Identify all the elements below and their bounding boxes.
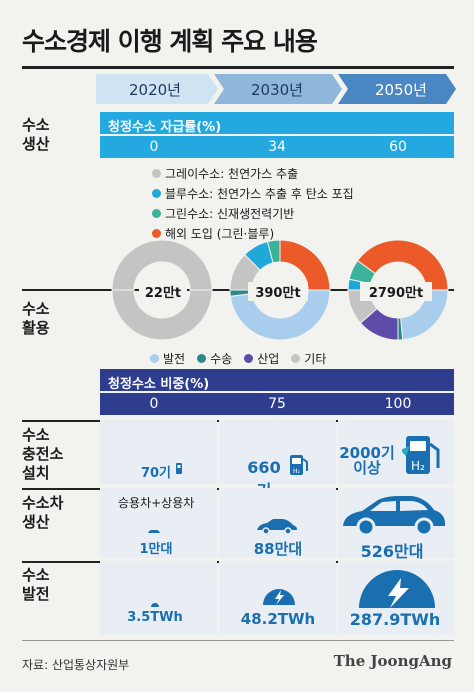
row-label-power: 수소 발전 <box>22 566 50 603</box>
clean-share-2050: 100 <box>384 396 412 412</box>
usage-slice <box>229 289 331 341</box>
year-arrow-2050 <box>338 74 456 104</box>
footer-divider <box>22 640 454 641</box>
power-icon <box>263 589 295 605</box>
car-icon <box>343 496 445 537</box>
donut-charts <box>111 239 449 341</box>
total-2030: 390만t <box>248 282 308 301</box>
brand-logo: The JoongAng <box>333 652 452 670</box>
charger-icon: H₂ <box>290 455 308 475</box>
charger-icon: H₂ <box>402 436 440 474</box>
power-icon <box>151 603 159 607</box>
vehicle-cell-2020 <box>100 488 217 558</box>
supply-slice <box>111 239 213 291</box>
charging-cell-2050 <box>338 420 454 484</box>
car-icon <box>257 519 297 535</box>
svg-text:H₂: H₂ <box>293 468 301 475</box>
vehicles-2020: 1만대 <box>139 542 173 557</box>
self-sufficiency-header: 청정수소 자급률(%) <box>100 112 454 135</box>
clean-share-2030: 75 <box>268 396 286 412</box>
supply-legend: 그레이수소: 천연가스 추출 블루수소: 천연가스 추출 후 탄소 포집 그린수… <box>152 165 354 242</box>
year-header <box>96 74 456 104</box>
power-2050: 287.9TWh <box>349 610 441 629</box>
legend-dot <box>152 189 161 198</box>
row-label-usage: 수소 활용 <box>22 300 50 337</box>
charging-2020: 70기 <box>140 466 172 481</box>
clean-share-2020: 0 <box>149 396 159 412</box>
car-icon <box>148 530 160 533</box>
power-icon <box>359 570 435 608</box>
legend-dot <box>152 229 161 238</box>
supply-slice <box>356 239 449 291</box>
usage-legend-industry: 산업 <box>244 350 279 367</box>
usage-legend-etc: 기타 <box>291 350 326 367</box>
legend-import: 해외 도입 (그린·블루) <box>152 225 354 242</box>
page-title: 수소경제 이행 계획 주요 내용 <box>22 27 318 56</box>
vehicle-note: 승용차+상용차 <box>118 496 195 510</box>
legend-dot <box>291 354 301 363</box>
usage-legend: 발전 수송 산업 기타 <box>150 350 326 367</box>
self-sufficiency-values: 0 34 60 <box>100 136 454 158</box>
self-sufficiency-2030: 34 <box>268 139 286 155</box>
clean-share-header: 청정수소 비중(%) <box>100 369 454 392</box>
year-arrow-2020 <box>96 74 218 104</box>
legend-dot <box>197 354 207 363</box>
legend-blue: 블루수소: 천연가스 추출 후 탄소 포집 <box>152 185 354 202</box>
charging-2050: 2000기 이상 <box>339 444 395 477</box>
clean-share-title: 청정수소 비중(%) <box>108 377 210 392</box>
year-2030: 2030년 <box>251 80 303 99</box>
usage-legend-transport: 수송 <box>197 350 232 367</box>
usage-legend-power: 발전 <box>150 350 185 367</box>
total-2020: 22만t <box>139 282 187 301</box>
row-label-charging: 수소 충전소 설치 <box>22 426 64 482</box>
vehicles-2030: 88만대 <box>253 540 303 558</box>
usage-slice <box>111 289 213 341</box>
vehicles-2050: 526만대 <box>360 542 424 561</box>
total-2050: 2790만t <box>360 282 432 301</box>
power-cell-2020 <box>100 561 217 635</box>
self-sufficiency-title: 청정수소 자급률(%) <box>108 120 222 135</box>
legend-dot <box>152 209 161 218</box>
year-arrow-2030 <box>214 74 342 104</box>
legend-gray: 그레이수소: 천연가스 추출 <box>152 165 354 182</box>
row-label-production: 수소 생산 <box>22 116 50 153</box>
legend-dot <box>150 354 159 363</box>
year-2020: 2020년 <box>129 80 181 99</box>
charging-cell-2020 <box>100 420 217 484</box>
row-label-vehicle: 수소차 생산 <box>22 494 64 531</box>
legend-dot <box>244 354 254 363</box>
year-2050: 2050년 <box>375 80 427 99</box>
clean-share-values: 0 75 100 <box>100 393 454 415</box>
svg-text:H₂: H₂ <box>411 459 425 473</box>
power-2030: 48.2TWh <box>240 610 316 628</box>
charger-icon <box>176 463 182 474</box>
source-note: 자료: 산업통상자원부 <box>22 658 130 672</box>
power-2020: 3.5TWh <box>127 610 183 625</box>
self-sufficiency-2020: 0 <box>149 139 159 155</box>
legend-green: 그린수소: 신재생전력기반 <box>152 205 354 222</box>
legend-dot <box>152 169 161 178</box>
title-divider <box>22 66 454 69</box>
self-sufficiency-2050: 60 <box>389 139 407 155</box>
charging-cell-2030 <box>219 420 336 484</box>
